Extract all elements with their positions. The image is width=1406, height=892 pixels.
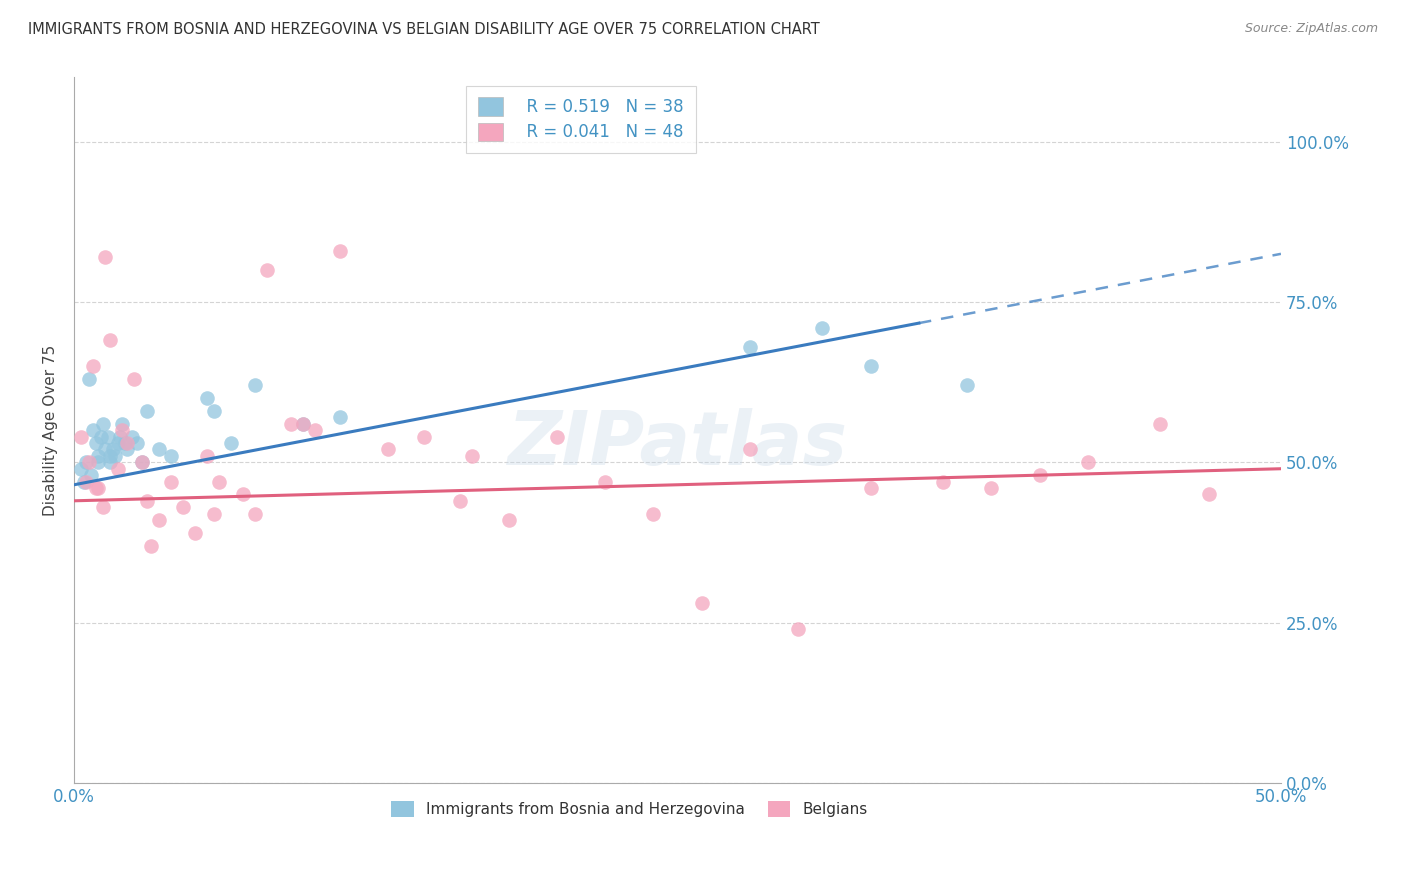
Point — [787, 622, 810, 636]
Point — [202, 507, 225, 521]
Point — [195, 449, 218, 463]
Point — [1028, 468, 1050, 483]
Point — [449, 493, 471, 508]
Point — [413, 430, 436, 444]
Point — [232, 487, 254, 501]
Point — [101, 442, 124, 457]
Point — [643, 507, 665, 521]
Point — [87, 449, 110, 463]
Point — [84, 481, 107, 495]
Point — [135, 404, 157, 418]
Point — [77, 372, 100, 386]
Point — [859, 481, 882, 495]
Point — [131, 455, 153, 469]
Point — [1077, 455, 1099, 469]
Point — [738, 442, 761, 457]
Point — [108, 430, 131, 444]
Point — [141, 539, 163, 553]
Point — [111, 423, 134, 437]
Point — [377, 442, 399, 457]
Y-axis label: Disability Age Over 75: Disability Age Over 75 — [44, 344, 58, 516]
Point — [115, 436, 138, 450]
Point — [498, 513, 520, 527]
Point — [1149, 417, 1171, 431]
Point — [82, 423, 104, 437]
Point — [243, 507, 266, 521]
Point — [184, 525, 207, 540]
Point — [208, 475, 231, 489]
Point — [292, 417, 315, 431]
Text: ZIPatlas: ZIPatlas — [508, 408, 848, 481]
Point — [280, 417, 302, 431]
Point — [115, 442, 138, 457]
Point — [135, 493, 157, 508]
Point — [75, 475, 97, 489]
Point — [546, 430, 568, 444]
Point — [243, 378, 266, 392]
Point — [90, 430, 112, 444]
Point — [94, 442, 117, 457]
Point — [219, 436, 242, 450]
Point — [84, 436, 107, 450]
Point — [980, 481, 1002, 495]
Point — [104, 449, 127, 463]
Point — [932, 475, 955, 489]
Text: Source: ZipAtlas.com: Source: ZipAtlas.com — [1244, 22, 1378, 36]
Point — [304, 423, 326, 437]
Point — [131, 455, 153, 469]
Legend: Immigrants from Bosnia and Herzegovina, Belgians: Immigrants from Bosnia and Herzegovina, … — [382, 794, 876, 825]
Point — [98, 334, 121, 348]
Point — [114, 436, 136, 450]
Point — [70, 461, 93, 475]
Point — [87, 481, 110, 495]
Point — [859, 359, 882, 373]
Point — [690, 596, 713, 610]
Point — [94, 250, 117, 264]
Point — [124, 372, 146, 386]
Point — [125, 436, 148, 450]
Point — [80, 468, 103, 483]
Point — [107, 436, 129, 450]
Point — [87, 455, 110, 469]
Point — [97, 430, 120, 444]
Point — [956, 378, 979, 392]
Point — [195, 391, 218, 405]
Point — [77, 455, 100, 469]
Point — [593, 475, 616, 489]
Point — [70, 430, 93, 444]
Point — [111, 417, 134, 431]
Point — [107, 461, 129, 475]
Point — [91, 500, 114, 515]
Point — [75, 455, 97, 469]
Point — [256, 263, 278, 277]
Point — [121, 430, 143, 444]
Point — [148, 513, 170, 527]
Point — [159, 475, 181, 489]
Point — [159, 449, 181, 463]
Point — [461, 449, 484, 463]
Point — [1198, 487, 1220, 501]
Point — [82, 359, 104, 373]
Point — [73, 475, 96, 489]
Point — [98, 449, 121, 463]
Point — [811, 320, 834, 334]
Point — [98, 455, 121, 469]
Point — [91, 417, 114, 431]
Point — [148, 442, 170, 457]
Text: IMMIGRANTS FROM BOSNIA AND HERZEGOVINA VS BELGIAN DISABILITY AGE OVER 75 CORRELA: IMMIGRANTS FROM BOSNIA AND HERZEGOVINA V… — [28, 22, 820, 37]
Point — [172, 500, 194, 515]
Point — [329, 244, 352, 258]
Point — [292, 417, 315, 431]
Point — [202, 404, 225, 418]
Point — [329, 410, 352, 425]
Point — [738, 340, 761, 354]
